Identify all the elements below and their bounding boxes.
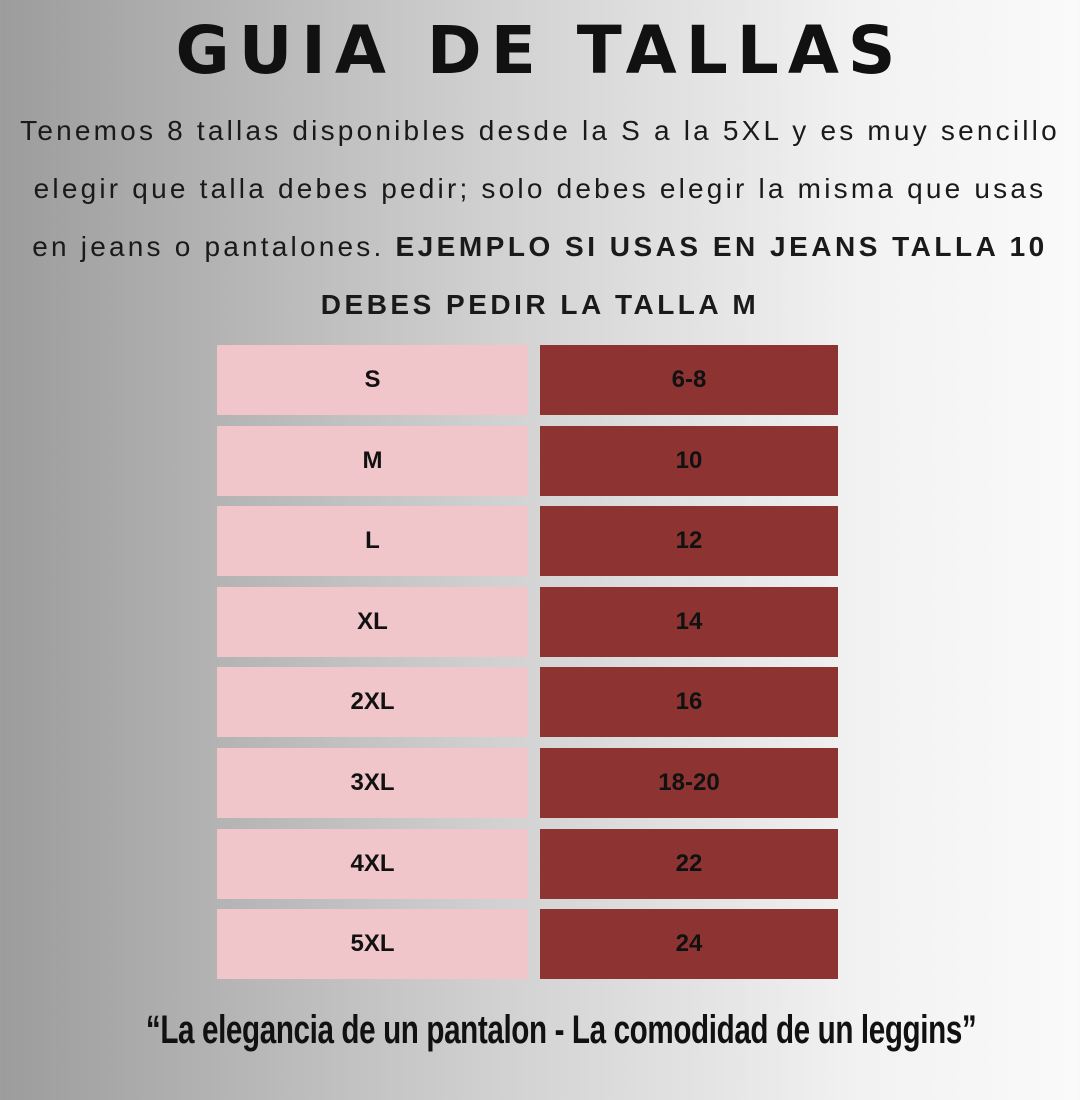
table-row: 4XL 22 (217, 828, 838, 899)
size-cell: 2XL (217, 667, 528, 738)
table-row: 2XL 16 (217, 667, 838, 738)
table-row: S 6-8 (217, 345, 838, 415)
jeans-size-cell: 18-20 (540, 748, 838, 818)
jeans-size-cell: 22 (540, 828, 838, 899)
intro-emphasis: EJEMPLO SI USAS EN JEANS TALLA 10 DEBES … (320, 231, 1048, 320)
size-cell: S (217, 345, 528, 415)
jeans-size-cell: 24 (540, 909, 838, 980)
size-cell: XL (217, 586, 528, 657)
size-cell: L (217, 506, 528, 577)
table-row: 3XL 18-20 (217, 748, 838, 818)
size-cell: 5XL (217, 909, 528, 980)
size-cell: 3XL (217, 748, 528, 818)
quote-text: “La elegancia de un pantalon - La comodi… (145, 1008, 977, 1052)
quote: “La elegancia de un pantalon - La comodi… (0, 1008, 1080, 1053)
table-row: L 12 (217, 506, 838, 577)
table-row: 5XL 24 (217, 909, 838, 980)
table-row: XL 14 (217, 586, 838, 657)
title: GUIA DE TALLAS (175, 12, 905, 89)
table-row: M 10 (217, 425, 838, 496)
jeans-size-cell: 16 (540, 667, 838, 738)
intro: Tenemos 8 tallas disponibles desde la S … (20, 102, 1060, 334)
jeans-size-cell: 12 (540, 506, 838, 577)
size-cell: 4XL (217, 828, 528, 899)
jeans-size-cell: 14 (540, 586, 838, 657)
intro-text: Tenemos 8 tallas disponibles desde la S … (20, 115, 1060, 262)
size-cell: M (217, 425, 528, 496)
jeans-size-cell: 10 (540, 425, 838, 496)
jeans-size-cell: 6-8 (540, 345, 838, 415)
